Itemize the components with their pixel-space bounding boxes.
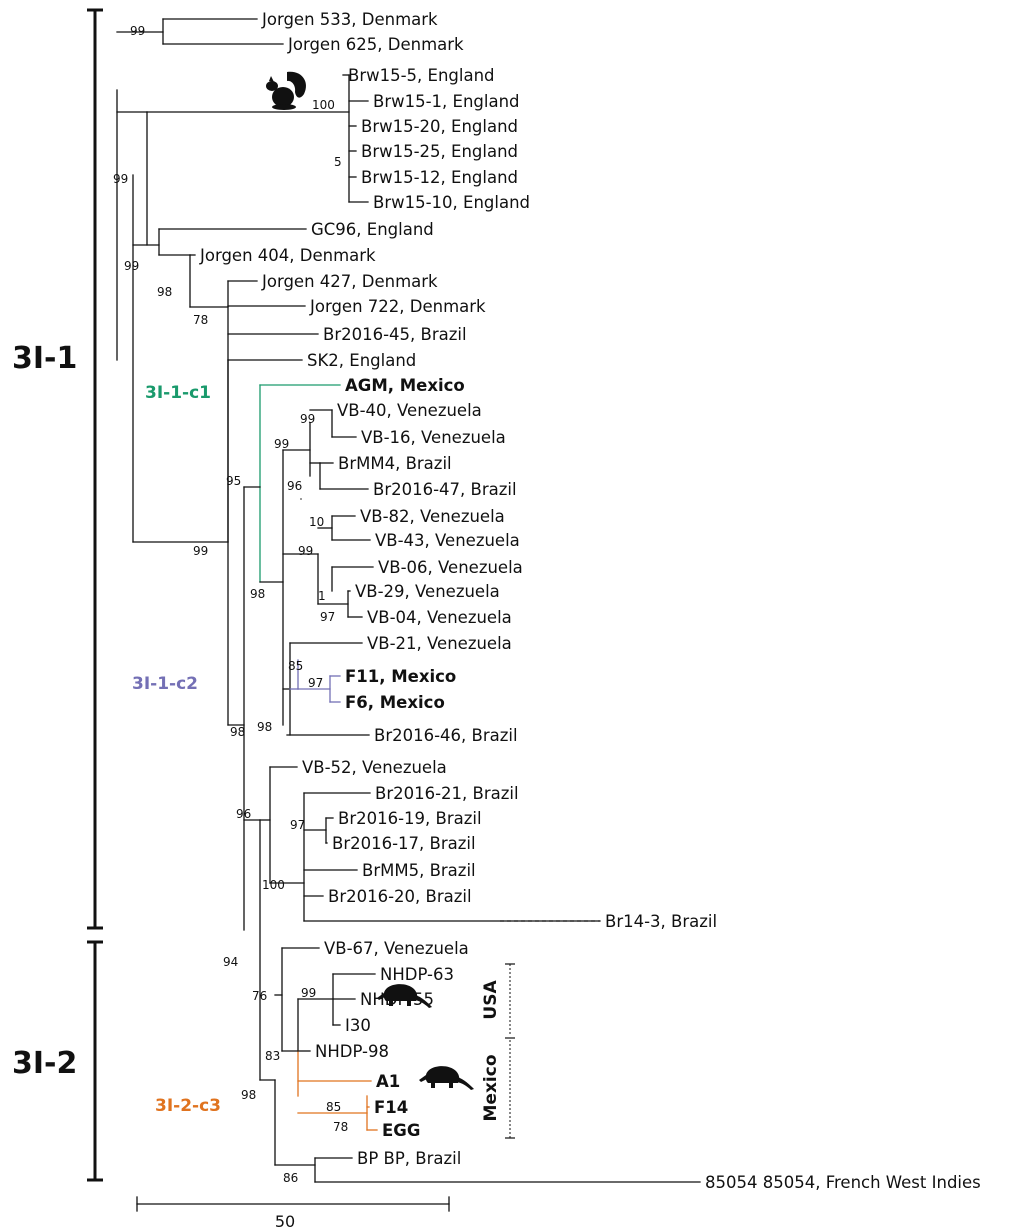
bootstrap-values: 99 100 5 99 99 98 78 99 95 99 99 96 10 99 1 97 98 85 97 98 9… bbox=[113, 24, 348, 1185]
leaf-label-br14_3: Br14-3, Brazil bbox=[605, 912, 717, 931]
tree-labels: Jorgen 533, Denmark Jorgen 625, Denmark Br… bbox=[199, 10, 981, 1192]
leaf-label-f6: F6, Mexico bbox=[345, 693, 445, 712]
leaf-label-vb04: VB-04, Venezuela bbox=[367, 608, 512, 627]
leaf-label-jorgen625: Jorgen 625, Denmark bbox=[287, 35, 464, 54]
leaf-label-vb82: VB-82, Venezuela bbox=[360, 507, 505, 526]
bootstrap-value: 98 bbox=[230, 725, 245, 739]
subclade-label-3I-1-c1: 3I-1-c1 bbox=[145, 383, 211, 403]
bootstrap-value: 95 bbox=[226, 474, 241, 488]
bootstrap-value: 98 bbox=[157, 285, 172, 299]
clade-label-3I-1: 3I-1 bbox=[12, 341, 77, 376]
bootstrap-value: 100 bbox=[312, 98, 335, 112]
leaf-label-brw15_10: Brw15-10, England bbox=[373, 193, 530, 212]
leaf-label-jorgen427: Jorgen 427, Denmark bbox=[261, 272, 438, 291]
leaf-label-f11: F11, Mexico bbox=[345, 667, 456, 686]
bootstrap-value: 97 bbox=[320, 610, 335, 624]
leaf-label-nhdp63: NHDP-63 bbox=[380, 965, 454, 984]
bootstrap-value: 100 bbox=[262, 878, 285, 892]
leaf-label-br2016_45: Br2016-45, Brazil bbox=[323, 325, 467, 344]
leaf-label-i30: I30 bbox=[345, 1016, 371, 1035]
leaf-label-brw15_5: Brw15-5, England bbox=[348, 66, 495, 85]
bootstrap-value: 99 bbox=[300, 412, 315, 426]
leaf-label-brmm5: BrMM5, Brazil bbox=[362, 861, 476, 880]
bootstrap-value: 96 bbox=[236, 807, 251, 821]
leaf-label-jorgen722: Jorgen 722, Denmark bbox=[309, 297, 486, 316]
leaf-label-brmm4: BrMM4, Brazil bbox=[338, 454, 452, 473]
leaf-label-br2016_19: Br2016-19, Brazil bbox=[338, 809, 482, 828]
leaf-label-b85054: 85054 85054, French West Indies bbox=[705, 1173, 981, 1192]
bootstrap-value: 1 bbox=[318, 589, 326, 603]
host-icons bbox=[266, 71, 474, 1090]
leaf-label-vb40: VB-40, Venezuela bbox=[337, 401, 482, 420]
leaf-label-vb16: VB-16, Venezuela bbox=[361, 428, 506, 447]
tree-branches bbox=[116, 18, 701, 1183]
armadillo-icon bbox=[377, 984, 432, 1008]
leaf-label-egg: EGG bbox=[382, 1121, 420, 1140]
bootstrap-value: 85 bbox=[288, 659, 303, 673]
leaf-label-br2016_47: Br2016-47, Brazil bbox=[373, 480, 517, 499]
leaf-label-vb67: VB-67, Venezuela bbox=[324, 939, 469, 958]
subclade-label-3I-2-c3: 3I-2-c3 bbox=[155, 1096, 221, 1116]
bootstrap-value: 85 bbox=[326, 1100, 341, 1114]
bootstrap-value: 10 bbox=[309, 515, 324, 529]
bootstrap-value: 99 bbox=[193, 544, 208, 558]
bootstrap-value: 98 bbox=[257, 720, 272, 734]
leaf-label-a1: A1 bbox=[376, 1072, 400, 1091]
leaf-label-sk2: SK2, England bbox=[307, 351, 416, 370]
bootstrap-value: 99 bbox=[124, 259, 139, 273]
leaf-label-vb29: VB-29, Venezuela bbox=[355, 582, 500, 601]
leaf-label-bp: BP BP, Brazil bbox=[357, 1149, 461, 1168]
bootstrap-value: 99 bbox=[130, 24, 145, 38]
leaf-label-agm: AGM, Mexico bbox=[345, 376, 465, 395]
subclade-label-3I-1-c2: 3I-1-c2 bbox=[132, 674, 198, 694]
leaf-label-brw15_20: Brw15-20, England bbox=[361, 117, 518, 136]
clade-bars: 3I-1 3I-2 3I-1-c1 3I-1-c2 3I-2-c3 bbox=[12, 8, 221, 1182]
bootstrap-value: 96 bbox=[287, 479, 302, 493]
leaf-label-vb43: VB-43, Venezuela bbox=[375, 531, 520, 550]
armadillo-icon bbox=[419, 1066, 474, 1090]
bootstrap-value: 98 bbox=[241, 1088, 256, 1102]
bootstrap-value: 78 bbox=[193, 313, 208, 327]
leaf-label-gc96: GC96, England bbox=[311, 220, 434, 239]
bootstrap-value: 78 bbox=[333, 1120, 348, 1134]
leaf-label-vb21: VB-21, Venezuela bbox=[367, 634, 512, 653]
leaf-label-brw15_25: Brw15-25, England bbox=[361, 142, 518, 161]
clade-label-3I-2: 3I-2 bbox=[12, 1046, 77, 1081]
bootstrap-value: 76 bbox=[252, 989, 267, 1003]
leaf-label-f14: F14 bbox=[374, 1098, 408, 1117]
leaf-label-brw15_12: Brw15-12, England bbox=[361, 168, 518, 187]
bootstrap-value: 97 bbox=[308, 676, 323, 690]
scale-bar: 50 bbox=[136, 1196, 450, 1231]
bootstrap-value: 83 bbox=[265, 1049, 280, 1063]
region-annotations: USA Mexico bbox=[481, 963, 515, 1139]
bootstrap-value: 99 bbox=[298, 544, 313, 558]
leaf-label-br2016_46: Br2016-46, Brazil bbox=[374, 726, 518, 745]
leaf-label-jorgen404: Jorgen 404, Denmark bbox=[199, 246, 376, 265]
leaf-label-nhdp98: NHDP-98 bbox=[315, 1042, 389, 1061]
bootstrap-value: 94 bbox=[223, 955, 238, 969]
bootstrap-value: 99 bbox=[274, 437, 289, 451]
bootstrap-value: 99 bbox=[113, 172, 128, 186]
bootstrap-value: 98 bbox=[250, 587, 265, 601]
leaf-label-jorgen533: Jorgen 533, Denmark bbox=[261, 10, 438, 29]
bootstrap-value: 86 bbox=[283, 1171, 298, 1185]
leaf-label-br2016_21: Br2016-21, Brazil bbox=[375, 784, 519, 803]
bootstrap-value: 5 bbox=[334, 155, 342, 169]
bootstrap-value: 97 bbox=[290, 818, 305, 832]
region-label-mexico: Mexico bbox=[481, 1055, 501, 1122]
leaf-label-brw15_1: Brw15-1, England bbox=[373, 92, 520, 111]
squirrel-icon bbox=[266, 71, 307, 110]
leaf-label-vb06: VB-06, Venezuela bbox=[378, 558, 523, 577]
leaf-label-br2016_20: Br2016-20, Brazil bbox=[328, 887, 472, 906]
leaf-label-vb52: VB-52, Venezuela bbox=[302, 758, 447, 777]
region-label-usa: USA bbox=[481, 980, 501, 1020]
bootstrap-value: 99 bbox=[301, 986, 316, 1000]
scale-bar-label: 50 bbox=[275, 1212, 295, 1231]
leaf-label-br2016_17: Br2016-17, Brazil bbox=[332, 834, 476, 853]
